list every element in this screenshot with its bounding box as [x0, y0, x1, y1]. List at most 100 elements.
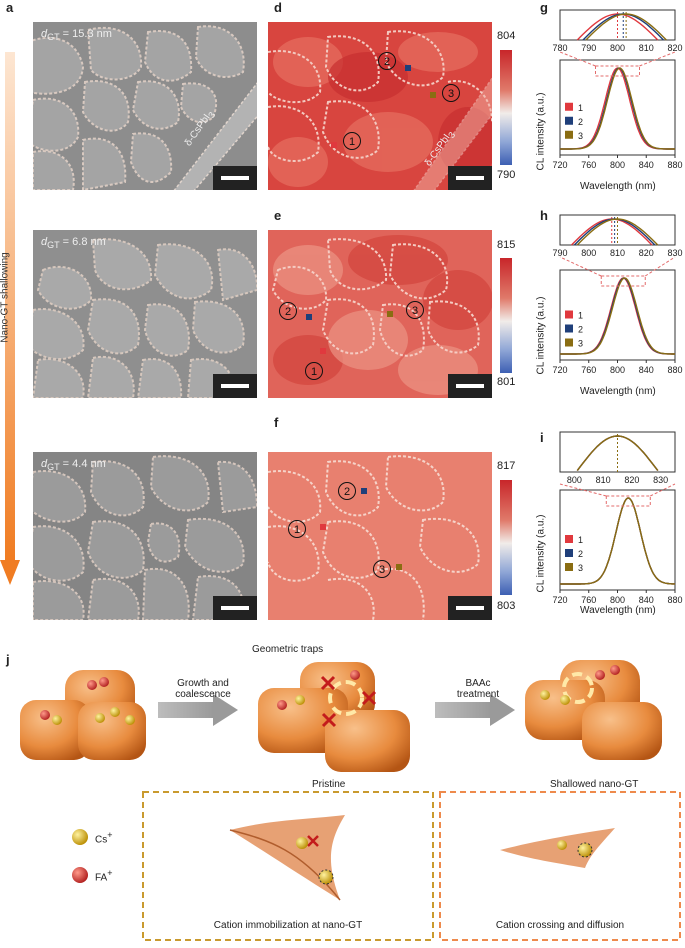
- point-marker-f1: [320, 524, 326, 530]
- inset-tick-label-g-4: 820: [667, 43, 682, 53]
- inset-line-i-2: [576, 435, 659, 472]
- sem-image-a: dGT = 15.3 nm δ-CsPbI3: [33, 22, 257, 190]
- point-label-d1: 1: [343, 132, 361, 150]
- legend-swatch-h-3: [565, 338, 573, 347]
- legend-label-g-1: 1: [578, 103, 583, 113]
- zoom-box-i: [605, 495, 651, 507]
- inset-tick-label-g-0: 780: [552, 43, 567, 53]
- legend-swatch-g-2: [565, 116, 573, 125]
- sem-image-b: dGT = 6.8 nm: [33, 230, 257, 398]
- x-tick-label-i-4: 880: [667, 595, 682, 605]
- step-baac-label: BAAc treatment: [448, 678, 508, 700]
- colorbar-max-f: 817: [497, 460, 516, 472]
- legend-swatch-i-3: [565, 563, 573, 571]
- zoom-link-left-g: [559, 51, 596, 67]
- legend-cs: Cs+: [95, 830, 113, 845]
- legend-label-h-1: 1: [578, 311, 583, 321]
- x-tick-label-g-1: 760: [581, 160, 596, 170]
- x-tick-label-i-1: 760: [581, 595, 596, 605]
- x-tick-label-g-2: 800: [610, 160, 625, 170]
- spectra-column: 720 760 800 840 880 780 790 800 810 820 1 2 3 720 760 8…: [520, 0, 685, 640]
- point-marker-e1: [320, 348, 326, 354]
- x-tick-label-i-0: 720: [552, 595, 567, 605]
- colorbar-d: [500, 50, 512, 165]
- panel-label-e: e: [274, 208, 282, 223]
- cl-map-e: 1 2 3: [268, 230, 492, 398]
- panel-label-i: i: [540, 430, 544, 445]
- inset-tick-label-g-1: 790: [581, 43, 596, 53]
- box1-caption: Cation immobilization at nano-GT: [213, 920, 363, 931]
- point-marker-d1: [331, 142, 337, 148]
- dgt-symbol-a: d: [41, 28, 48, 40]
- legend-swatch-i-1: [565, 535, 573, 543]
- sem-image-c: dGT = 4.4 nm: [33, 452, 257, 620]
- inset-tick-label-h-0: 790: [552, 248, 567, 258]
- legend-label-i-2: 2: [578, 549, 583, 559]
- dgt-sub-a: GT: [47, 32, 60, 43]
- inset-line-i-3: [576, 435, 659, 472]
- legend-swatch-h-1: [565, 310, 573, 319]
- inset-tick-label-i-0: 800: [567, 475, 582, 485]
- x-tick-label-h-1: 760: [581, 365, 596, 375]
- inset-tick-label-i-2: 820: [624, 475, 639, 485]
- spectrum-line-h-3: [560, 277, 675, 355]
- shallowing-arrow-label: Nano-GT shallowing: [0, 252, 11, 343]
- x-tick-label-h-2: 800: [610, 365, 625, 375]
- inset-tick-label-h-1: 800: [581, 248, 596, 258]
- legend-fa-sup: +: [107, 868, 113, 878]
- colorbar-e: [500, 258, 512, 373]
- legend-label-h-3: 3: [578, 339, 583, 349]
- x-tick-label-g-0: 720: [552, 160, 567, 170]
- legend-swatch-h-2: [565, 324, 573, 333]
- x-tick-label-h-3: 840: [639, 365, 654, 375]
- x-tick-label-i-2: 800: [610, 595, 625, 605]
- point-marker-f3: [396, 564, 402, 570]
- scale-bar-a: [213, 166, 257, 190]
- ylabel-g: CL intensity (a.u.): [535, 92, 547, 171]
- scale-bar-c: [213, 596, 257, 620]
- point-marker-d2: [405, 65, 411, 71]
- xlabel-g: Wavelength (nm): [580, 181, 656, 192]
- colorbar-f: [500, 480, 512, 595]
- dgt-value-a: = 15.3 nm: [59, 28, 112, 40]
- point-marker-e3: [387, 311, 393, 317]
- inset-tick-label-h-3: 820: [639, 248, 654, 258]
- zoom-link-right-i: [650, 483, 676, 497]
- cl-map-f: 1 2 3: [268, 452, 492, 620]
- point-label-f3: 3: [373, 560, 391, 578]
- x-tick-label-h-4: 880: [667, 365, 682, 375]
- colorbar-max-d: 804: [497, 30, 516, 42]
- panel-label-j: j: [6, 652, 10, 667]
- panel-label-g: g: [540, 0, 548, 15]
- zoom-link-left-i: [559, 483, 607, 497]
- scale-bar-d: [448, 166, 492, 190]
- dgt-symbol-c: d: [41, 458, 48, 470]
- ylabel-i: CL intensity (a.u.): [535, 514, 547, 593]
- zoom-box-h: [600, 275, 646, 287]
- zoom-link-right-h: [644, 256, 676, 277]
- box2-caption: Cation crossing and diffusion: [495, 920, 625, 931]
- legend-cs-text: Cs: [95, 834, 108, 846]
- spectra-svg: 720 760 800 840 880 780 790 800 810 820 1 2 3 720 760 8…: [552, 9, 683, 605]
- xlabel-h: Wavelength (nm): [580, 386, 656, 397]
- x-tick-label-g-3: 840: [639, 160, 654, 170]
- baac-line2: treatment: [456, 689, 500, 700]
- pristine-label: Pristine: [312, 779, 346, 790]
- inset-tick-label-h-2: 810: [610, 248, 625, 258]
- point-marker-f2: [361, 488, 367, 494]
- point-marker-d3: [430, 92, 436, 98]
- legend-label-i-3: 3: [578, 563, 583, 573]
- x-tick-label-h-0: 720: [552, 365, 567, 375]
- panel-label-d: d: [274, 0, 282, 15]
- dgt-sub-b: GT: [47, 240, 60, 251]
- baac-line1: BAAc: [465, 678, 491, 689]
- inset-tick-label-g-3: 810: [639, 43, 654, 53]
- panel-label-f: f: [274, 415, 279, 430]
- point-label-e2: 2: [279, 302, 297, 320]
- inset-tick-label-g-2: 800: [610, 43, 625, 53]
- inset-frame-g: [559, 9, 676, 41]
- dgt-value-b: = 6.8 nm: [59, 236, 106, 248]
- zoom-link-left-h: [559, 256, 602, 277]
- legend-label-g-2: 2: [578, 117, 583, 127]
- point-label-e1: 1: [305, 362, 323, 380]
